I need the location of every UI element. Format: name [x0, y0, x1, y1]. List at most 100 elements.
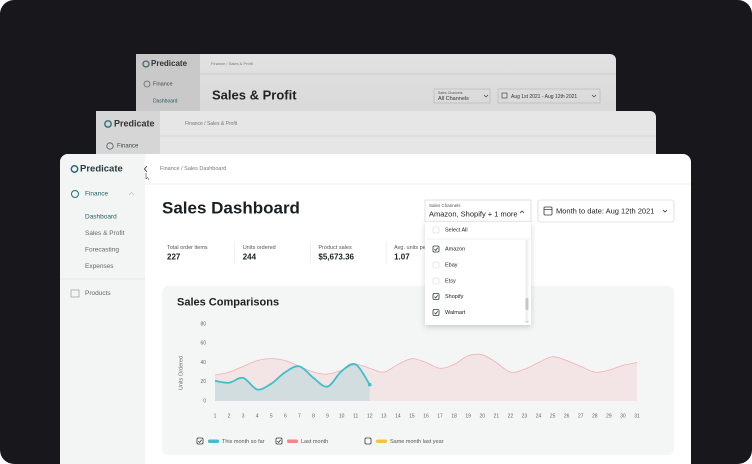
x-tick-label: 4	[256, 413, 259, 419]
dropdown-option[interactable]: Etsy	[445, 278, 456, 284]
nav-item: Dashboard	[153, 98, 178, 104]
dropdown-option[interactable]: Walmart	[445, 310, 466, 316]
x-tick-label: 7	[298, 413, 301, 419]
x-tick-label: 31	[634, 413, 640, 419]
x-tick-label: 14	[395, 413, 401, 419]
nav-item[interactable]: Sales & Profit	[85, 230, 125, 237]
checkbox[interactable]	[364, 437, 372, 445]
date-value: Month to date: Aug 12th 2021	[556, 206, 654, 215]
stat-value: 1.07	[394, 253, 410, 262]
checkbox[interactable]	[432, 309, 440, 316]
date-picker[interactable]	[537, 199, 675, 223]
x-tick-label: 29	[606, 413, 612, 419]
nav-section[interactable]: Finance	[85, 191, 109, 198]
dropdown-option[interactable]: Ebay	[445, 262, 458, 268]
logo: Predicate	[151, 59, 188, 68]
x-tick-label: 18	[451, 413, 457, 419]
chart-title: Sales Comparisons	[177, 296, 279, 308]
legend-label[interactable]: Last month	[301, 439, 328, 445]
checkbox[interactable]	[432, 261, 440, 269]
collapse-button[interactable]	[143, 165, 148, 173]
stat-label: Avg. units per order	[394, 245, 442, 251]
field-value: All Channels	[438, 96, 469, 102]
cursor	[145, 173, 150, 181]
checkmark	[277, 439, 282, 444]
legend-swatch	[376, 439, 387, 443]
logo: Predicate	[114, 118, 155, 128]
legend-label[interactable]: Same month last year	[390, 439, 444, 445]
area	[215, 354, 637, 401]
y-tick-label: 80	[200, 321, 206, 327]
breadcrumb: Finance / Sales Dashboard	[160, 166, 226, 172]
channels-dropdown: Select All Amazon Ebay Etsy Shopify Walmart	[425, 222, 531, 325]
line	[214, 363, 371, 391]
field-label: Sales Channels	[429, 203, 461, 208]
x-tick-label: 6	[284, 413, 287, 419]
checkbox[interactable]	[275, 437, 283, 445]
x-tick-label: 30	[620, 413, 626, 419]
nav-item[interactable]: Products	[85, 290, 111, 297]
nav-item[interactable]: Dashboard	[85, 214, 117, 221]
nav-item: Finance	[153, 81, 173, 87]
y-tick-label: 60	[200, 341, 206, 347]
y-tick-label: 20	[200, 379, 206, 385]
x-tick-label: 9	[326, 413, 329, 419]
checkbox[interactable]	[196, 437, 204, 445]
x-tick-label: 13	[381, 413, 387, 419]
breadcrumb: Finance / Sales & Profit	[211, 61, 254, 66]
field-label: Sales Channels	[438, 91, 463, 95]
breadcrumb: Finance / Sales & Profit	[185, 121, 238, 127]
x-tick-label: 5	[270, 413, 273, 419]
y-axis-label: Units Ordered	[178, 356, 184, 390]
x-tick-label: 17	[437, 413, 443, 419]
legend-swatch	[208, 439, 219, 443]
page-title: Sales Dashboard	[162, 198, 300, 217]
nav-item: Finance	[117, 144, 139, 150]
dropdown-option[interactable]: Select All	[445, 227, 468, 233]
end-point	[367, 382, 372, 387]
stat-value: $5,673.36	[318, 253, 354, 262]
x-tick-label: 3	[242, 413, 245, 419]
date-range: Aug 1st 2021 - Aug 12th 2021	[511, 94, 577, 100]
x-tick-label: 28	[592, 413, 598, 419]
x-tick-label: 11	[353, 413, 358, 419]
x-tick-label: 25	[550, 413, 556, 419]
x-tick-label: 22	[508, 413, 514, 419]
y-tick-label: 0	[203, 398, 206, 404]
x-tick-label: 1	[214, 413, 217, 419]
legend-label[interactable]: This month so far	[222, 439, 265, 445]
checkmark	[434, 247, 439, 252]
checkmark	[434, 311, 439, 315]
stat-label: Units ordered	[243, 245, 276, 251]
stat-value: 227	[167, 253, 181, 262]
nav-item[interactable]: Forecasting	[85, 247, 119, 254]
x-tick-label: 20	[479, 413, 485, 419]
area	[215, 363, 370, 401]
stat-label: Product sales	[318, 245, 352, 251]
checkbox[interactable]	[432, 277, 440, 285]
x-tick-label: 16	[423, 413, 429, 419]
checkbox[interactable]	[432, 226, 440, 234]
scrollbar-thumb[interactable]	[525, 298, 529, 310]
x-tick-label: 26	[564, 413, 570, 419]
x-tick-label: 21	[494, 413, 500, 419]
x-tick-label: 10	[339, 413, 345, 419]
checkbox[interactable]	[432, 245, 440, 253]
checkmark	[434, 295, 439, 299]
x-tick-label: 27	[578, 413, 584, 419]
y-tick-label: 40	[200, 360, 206, 366]
page-title: Sales & Profit	[212, 87, 297, 102]
line	[214, 353, 638, 376]
logo: Predicate	[80, 164, 123, 175]
x-tick-label: 23	[522, 413, 528, 419]
stat-value: 244	[243, 253, 257, 262]
x-tick-label: 24	[536, 413, 542, 419]
x-tick-label: 15	[409, 413, 415, 419]
dropdown-option[interactable]: Amazon	[445, 246, 465, 252]
nav-item[interactable]: Expenses	[85, 263, 114, 270]
x-tick-label: 2	[228, 413, 231, 419]
legend-swatch	[287, 439, 298, 443]
dropdown-option[interactable]: Shopify	[445, 294, 464, 300]
checkbox[interactable]	[432, 293, 440, 300]
